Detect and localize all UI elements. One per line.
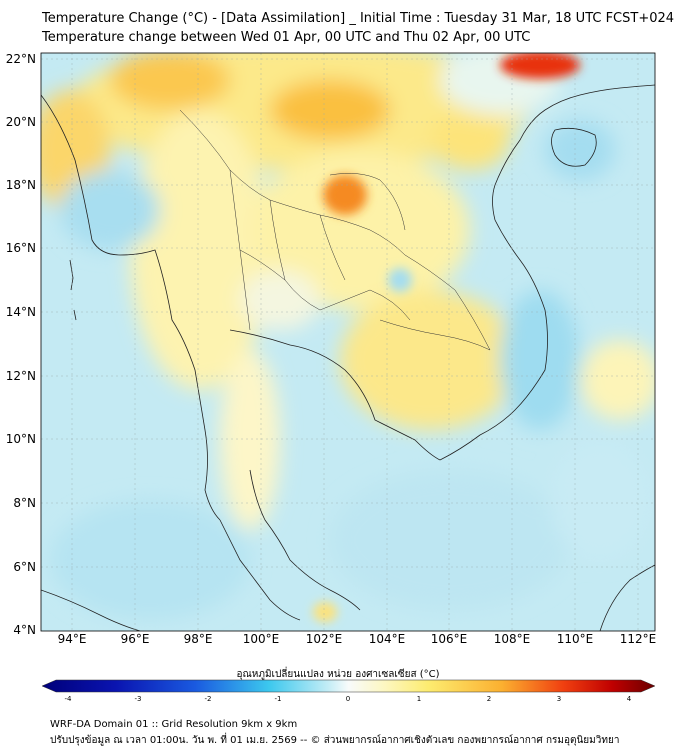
lat-label-12n: 12°N [5, 369, 36, 383]
coastlines [41, 84, 655, 631]
colorbar-tick: -4 [64, 695, 72, 703]
footer-credits: ปรับปรุงข้อมูล ณ เวลา 01:00น. วัน พ. ที่… [50, 735, 620, 746]
lat-label-22n: 22°N [5, 52, 36, 66]
lon-label-102e: 102°E [305, 632, 343, 646]
footer-domain-info: WRF-DA Domain 01 :: Grid Resolution 9km … [50, 719, 298, 730]
colorbar-tick: -1 [274, 695, 282, 703]
colorbar-tick: -3 [134, 695, 142, 703]
lon-label-108e: 108°E [493, 632, 531, 646]
lon-label-96e: 96°E [120, 632, 150, 646]
lon-label-110e: 110°E [556, 632, 594, 646]
map-title: Temperature Change (°C) - [Data Assimila… [42, 11, 675, 26]
lon-label-94e: 94°E [57, 632, 87, 646]
colorbar-tick: 4 [626, 695, 632, 703]
lat-label-8n: 8°N [13, 496, 36, 510]
lon-label-100e: 100°E [242, 632, 280, 646]
lon-label-104e: 104°E [368, 632, 406, 646]
colorbar-tick: 1 [416, 695, 422, 703]
lat-label-6n: 6°N [13, 560, 36, 574]
colorbar-tick: -2 [204, 695, 212, 703]
gridlines [41, 53, 655, 631]
map-frame [40, 52, 656, 632]
lat-label-10n: 10°N [5, 432, 36, 446]
lon-label-106e: 106°E [430, 632, 468, 646]
lat-label-4n: 4°N [13, 623, 36, 637]
colorbar-tick: 2 [486, 695, 492, 703]
colorbar-tick: 0 [345, 695, 351, 703]
lat-label-18n: 18°N [5, 178, 36, 192]
map-subtitle: Temperature change between Wed 01 Apr, 0… [42, 30, 531, 45]
colorbar [41, 679, 656, 693]
lon-label-98e: 98°E [183, 632, 213, 646]
colorbar-label: อุณหภูมิเปลี่ยนแปลง หน่วย องศาเซลเซียส (… [236, 669, 440, 680]
lat-label-14n: 14°N [5, 305, 36, 319]
lat-label-20n: 20°N [5, 115, 36, 129]
colorbar-tick: 3 [556, 695, 562, 703]
lat-label-16n: 16°N [5, 241, 36, 255]
lon-label-112e: 112°E [619, 632, 657, 646]
